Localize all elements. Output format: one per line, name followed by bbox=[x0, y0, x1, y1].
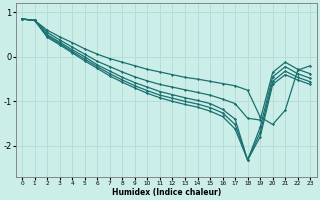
X-axis label: Humidex (Indice chaleur): Humidex (Indice chaleur) bbox=[112, 188, 221, 197]
